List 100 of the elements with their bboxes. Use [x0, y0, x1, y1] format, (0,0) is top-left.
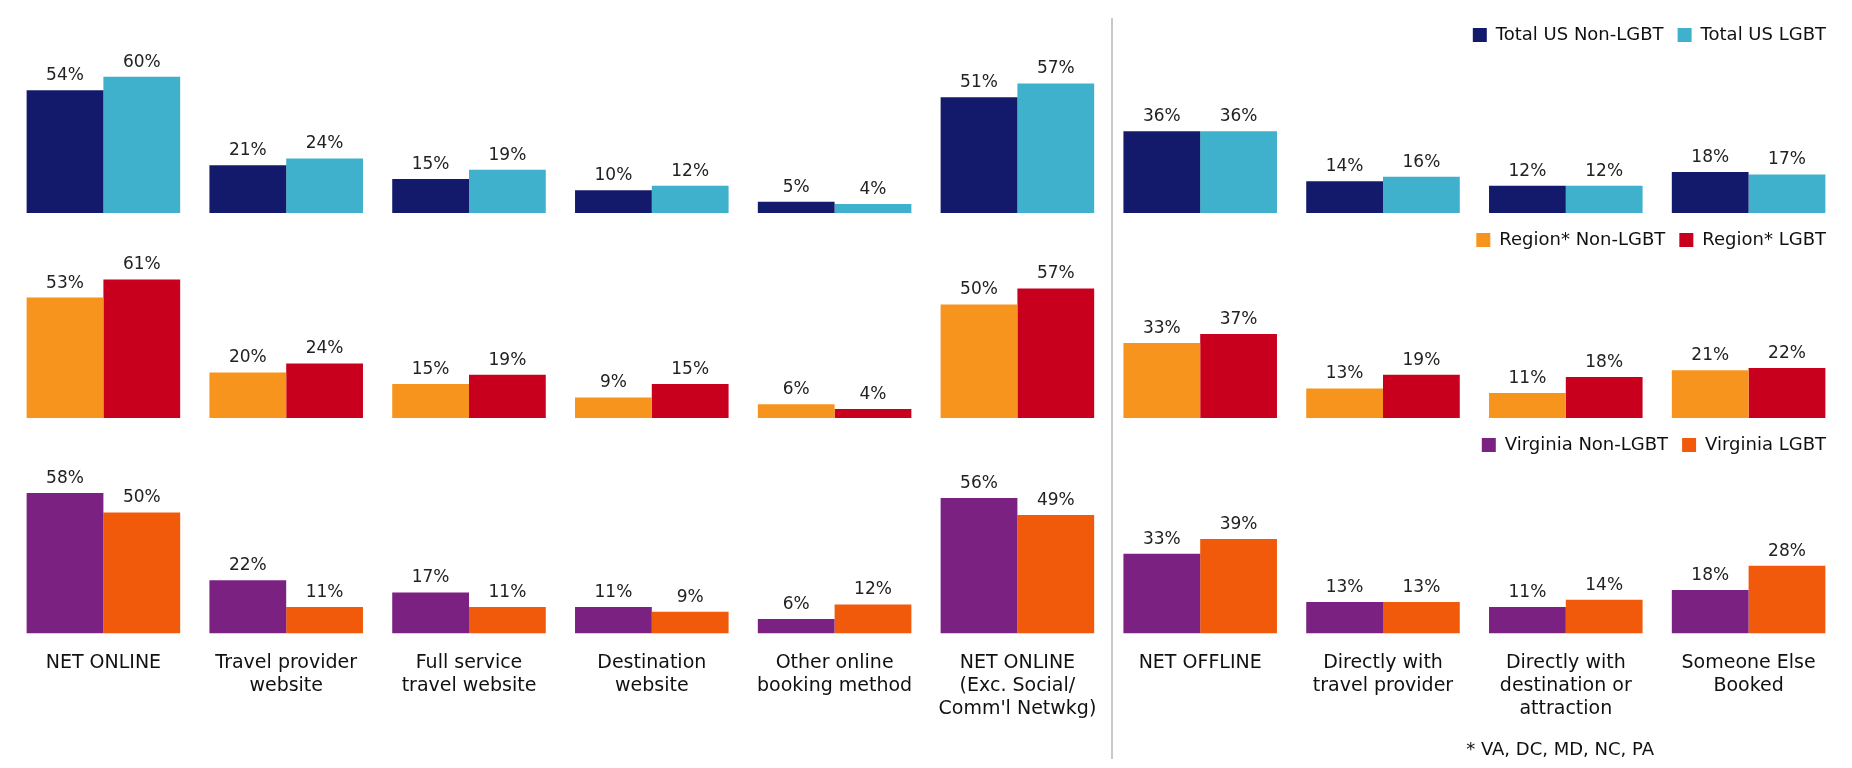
legend-label: Region* LGBT — [1702, 227, 1827, 249]
text: * VA, DC, MD, NC, PA — [1465, 738, 1655, 759]
data-label: 5% — [782, 175, 810, 196]
data-label: 19% — [488, 348, 527, 369]
data-label: 37% — [1219, 307, 1258, 328]
data-label: 19% — [488, 143, 527, 164]
x-tick-label: NET ONLINE — [45, 649, 162, 672]
data-label: 61% — [122, 253, 161, 274]
legend-label: Total US LGBT — [1699, 22, 1827, 44]
bar — [834, 408, 912, 418]
legend-label: Virginia LGBT — [1705, 432, 1827, 454]
bar — [1123, 343, 1201, 418]
bar — [1565, 599, 1643, 634]
data-label: 19% — [1402, 348, 1441, 369]
x-tick-label: NET OFFLINE — [1138, 649, 1262, 672]
bar — [1489, 393, 1566, 418]
bar — [103, 76, 181, 213]
data-label: 13% — [1402, 576, 1441, 597]
bar — [209, 372, 287, 418]
x-tick-label: NET ONLINE (Exc. Social/ Comm'l Netwkg) — [938, 649, 1097, 718]
bar — [1748, 565, 1826, 634]
bar — [1489, 606, 1566, 634]
x-tick-label: Destination website — [597, 649, 707, 695]
data-label: 18% — [1585, 351, 1624, 372]
x-tick-label: Directly with travel provider — [1312, 649, 1454, 695]
bar — [1383, 374, 1460, 418]
bar — [103, 512, 181, 634]
bar — [1565, 185, 1643, 213]
bar — [1383, 602, 1460, 634]
bar — [1306, 181, 1383, 213]
bar — [1671, 172, 1749, 213]
bar — [286, 363, 363, 418]
bar — [575, 397, 652, 418]
data-label: 13% — [1325, 576, 1364, 597]
data-label: 14% — [1585, 573, 1624, 594]
data-label: 24% — [305, 132, 344, 153]
bar — [1200, 333, 1277, 418]
data-label: 15% — [411, 152, 450, 173]
bar — [1383, 176, 1460, 213]
data-label: 20% — [228, 346, 267, 367]
bar — [1748, 174, 1826, 213]
data-label: 36% — [1142, 105, 1181, 126]
bar — [1489, 185, 1566, 213]
legend-label: Region* Non-LGBT — [1499, 227, 1667, 249]
data-label: 49% — [1036, 488, 1075, 509]
data-label: 22% — [228, 554, 267, 575]
bar — [940, 97, 1018, 213]
data-label: 12% — [1585, 159, 1624, 180]
data-label: 6% — [782, 378, 810, 399]
data-label: 18% — [1691, 146, 1730, 167]
bar — [1306, 602, 1383, 634]
bar — [1671, 370, 1749, 418]
bar — [1017, 288, 1095, 418]
bar — [757, 404, 835, 418]
bar — [1123, 553, 1201, 634]
data-label: 12% — [671, 159, 710, 180]
bar — [286, 158, 363, 213]
data-label: 60% — [122, 50, 161, 71]
data-label: 33% — [1142, 316, 1181, 337]
bar — [651, 185, 729, 213]
bar — [834, 203, 912, 213]
data-label: 17% — [1768, 148, 1806, 169]
bar — [1748, 368, 1826, 418]
bar — [1200, 539, 1277, 634]
bar — [1671, 589, 1749, 634]
data-label: 57% — [1036, 262, 1075, 283]
bar — [1565, 377, 1643, 418]
bar — [1200, 131, 1277, 213]
data-label: 50% — [122, 486, 161, 507]
data-label: 13% — [1325, 362, 1364, 383]
data-label: 18% — [1691, 563, 1730, 584]
bar — [209, 165, 287, 213]
data-label: 53% — [46, 271, 84, 292]
data-label: 58% — [46, 467, 84, 487]
bar — [1017, 83, 1095, 213]
bar — [575, 190, 652, 213]
data-label: 15% — [671, 357, 710, 378]
bar — [286, 606, 363, 634]
bar — [392, 178, 469, 213]
bar — [103, 279, 181, 418]
data-label: 9% — [676, 585, 704, 606]
data-label: 33% — [1142, 527, 1181, 548]
data-label: 4% — [859, 177, 887, 198]
bar — [757, 619, 835, 634]
data-label: 57% — [1036, 57, 1075, 78]
bar — [392, 592, 469, 634]
data-label: 51% — [960, 71, 998, 92]
bar — [469, 169, 546, 213]
data-label: 11% — [488, 580, 527, 601]
data-label: 21% — [228, 139, 267, 160]
data-label: 17% — [411, 566, 450, 587]
bar — [469, 374, 546, 418]
data-label: 11% — [1508, 366, 1547, 387]
data-label: 11% — [594, 580, 633, 601]
bar — [1017, 514, 1095, 634]
bar — [26, 90, 104, 213]
data-label: 39% — [1219, 513, 1258, 534]
data-label: 11% — [305, 580, 344, 601]
legend-label: Total US Non-LGBT — [1494, 22, 1665, 44]
data-label: 4% — [859, 382, 887, 403]
